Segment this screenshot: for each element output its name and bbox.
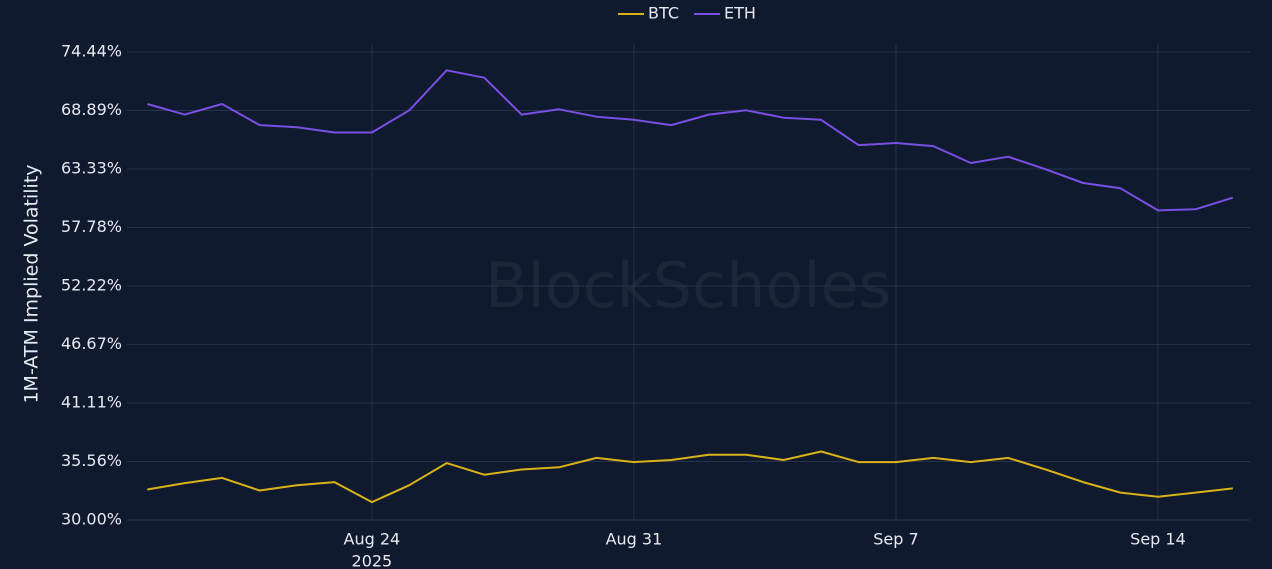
legend-label: BTC [648,4,679,23]
x-sublabel: 2025 [352,552,393,569]
x-tick-label: Aug 31 [606,530,663,549]
y-tick-label: 74.44% [61,42,122,61]
legend-label: ETH [724,4,756,23]
x-tick-label: Sep 7 [873,530,918,549]
series-line [147,69,1234,212]
y-tick-label: 68.89% [61,100,122,119]
y-tick-label: 57.78% [61,217,122,236]
y-axis-label: 1M-ATM Implied Volatility [21,164,43,403]
y-tick-label: 30.00% [61,510,122,529]
y-tick-label: 52.22% [61,276,122,295]
y-tick-label: 63.33% [61,159,122,178]
x-tick-label: Sep 14 [1130,530,1186,549]
x-tick-label: Aug 24 [344,530,401,549]
series-line [147,450,1233,504]
y-tick-label: 41.11% [61,393,122,412]
y-tick-label: 35.56% [61,451,122,470]
y-tick-label: 46.67% [61,334,122,353]
